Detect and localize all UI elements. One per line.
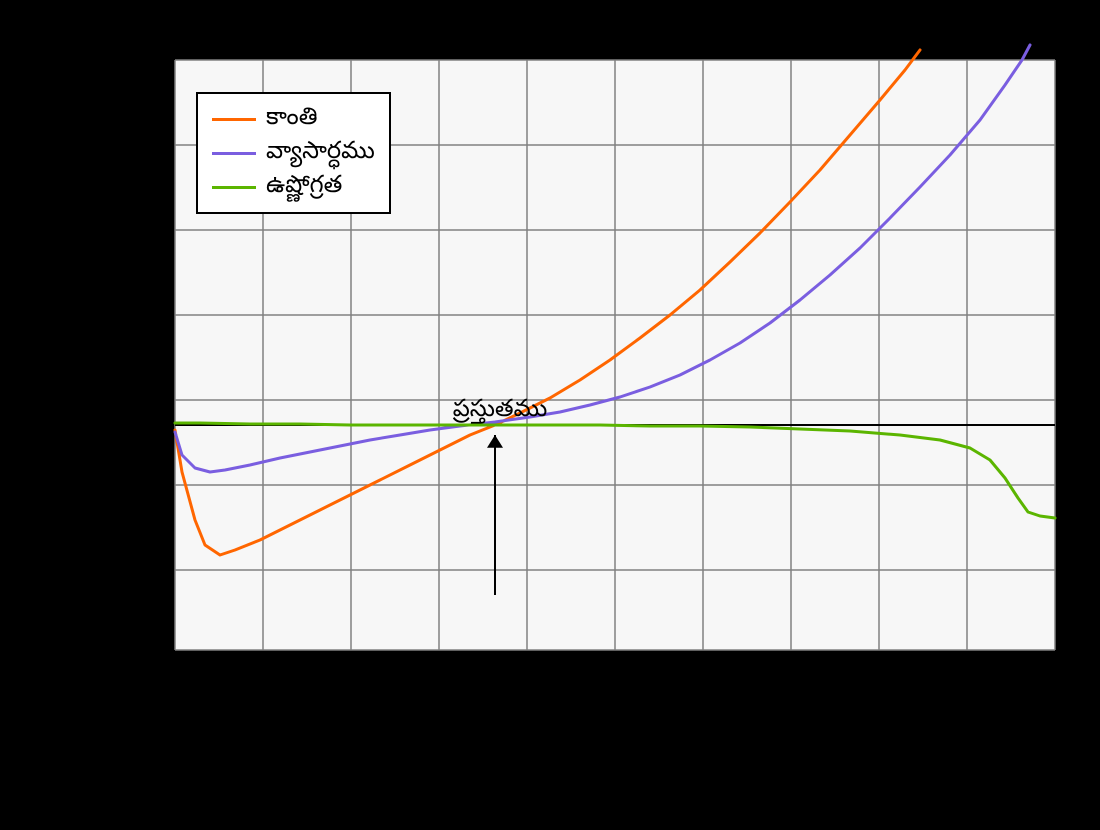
legend-swatch: [212, 152, 256, 155]
legend-item: ఉష్ణోగ్రత: [212, 170, 375, 204]
legend-label: కాంతి: [266, 103, 317, 136]
legend-label: ఉష్ణోగ్రత: [266, 171, 342, 204]
present-annotation: ప్రస్తుతము: [453, 395, 548, 428]
legend-swatch: [212, 118, 256, 121]
legend-swatch: [212, 186, 256, 189]
legend: కాంతివ్యాసార్ధముఉష్ణోగ్రత: [196, 92, 391, 214]
legend-item: కాంతి: [212, 102, 375, 136]
legend-label: వ్యాసార్ధము: [266, 137, 375, 170]
chart-container: కాంతివ్యాసార్ధముఉష్ణోగ్రత ప్రస్తుతము: [0, 0, 1100, 830]
chart-svg: [0, 0, 1100, 830]
legend-item: వ్యాసార్ధము: [212, 136, 375, 170]
